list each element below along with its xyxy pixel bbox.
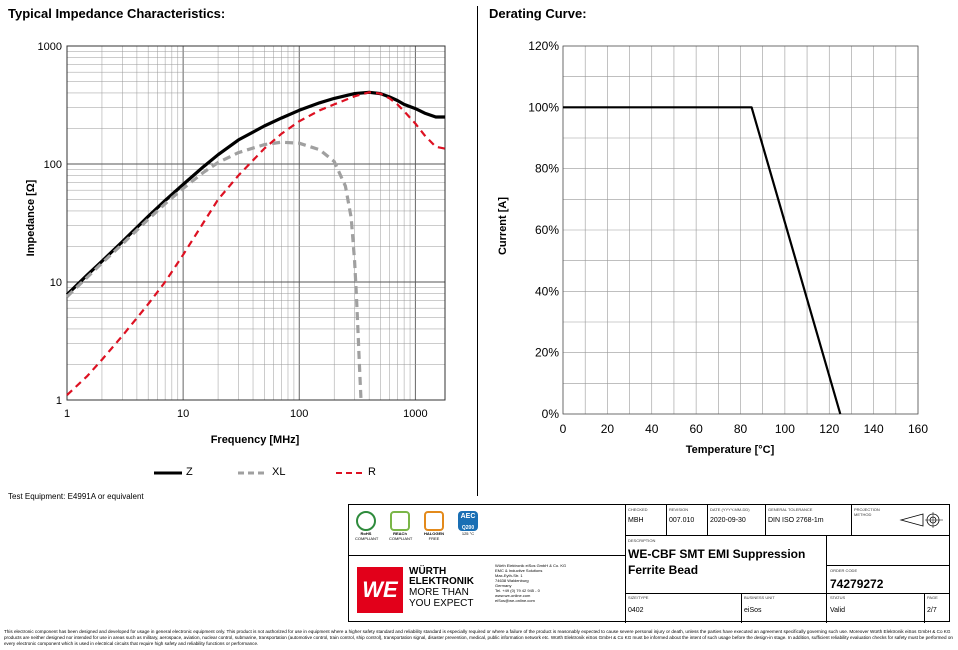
x-tick-label: 140	[864, 422, 884, 436]
y-tick-label: 80%	[535, 162, 559, 176]
y-tick-label: 40%	[535, 284, 559, 298]
rohs-icon	[356, 511, 376, 531]
y-tick-label: 0%	[542, 407, 560, 421]
checked-value: MBH	[628, 517, 644, 524]
x-tick-label: 160	[908, 422, 928, 436]
flame-icon	[424, 511, 444, 531]
logo-line-3: MORE THAN	[409, 587, 469, 598]
y-tick-label: 10	[50, 277, 62, 289]
company-address: Würth Elektronik eiSos GmbH & Co. KG EMC…	[495, 563, 567, 603]
x-tick-label: 80	[734, 422, 748, 436]
business-unit-value: eiSos	[744, 607, 762, 614]
x-tick-label: 100	[290, 408, 308, 420]
revision-value: 007.010	[669, 517, 695, 524]
projection-symbol-icon	[899, 512, 943, 528]
y-tick-label: 1000	[38, 41, 62, 53]
tolerance-value: DIN ISO 2768-1m	[768, 517, 824, 524]
description-label: DESCRIPTION	[628, 538, 656, 543]
description-line-1: WE-CBF SMT EMI Suppression	[628, 547, 806, 561]
rohs-label: RoHS	[360, 531, 372, 536]
rohs-badge: RoHS COMPLIANT	[355, 511, 379, 551]
y-tick-label: 60%	[535, 223, 559, 237]
reach-icon	[390, 511, 410, 531]
compliance-badges: RoHS COMPLIANT REACh COMPLIANT HALOGEN F…	[355, 511, 611, 553]
plot-frame	[66, 45, 446, 401]
page-label: PAGE	[927, 595, 938, 600]
x-tick-label: 1000	[403, 408, 427, 420]
description-line-2: Ferrite Bead	[628, 563, 699, 577]
series-r-line	[66, 91, 446, 396]
revision-label: REVISION	[669, 507, 689, 512]
halogen-label: HALOGEN	[424, 531, 444, 536]
projection-label: PROJECTION METHOD	[854, 507, 880, 517]
x-tick-label: 0	[560, 422, 567, 436]
size-label: SIZE/TYPE	[628, 595, 649, 600]
derating-ylabel: Current [A]	[497, 196, 509, 256]
reach-badge: REACh COMPLIANT	[389, 511, 413, 551]
y-tick-label: 100	[44, 159, 62, 171]
order-code-value: 74279272	[830, 577, 884, 591]
rohs-sub: COMPLIANT	[355, 536, 379, 541]
x-tick-label: 60	[689, 422, 703, 436]
disclaimer: This electronic component has been desig…	[4, 629, 953, 646]
section-divider	[477, 6, 478, 496]
size-value: 0402	[628, 607, 644, 614]
aec-badge: AEC Q200 125 °C	[457, 511, 479, 551]
business-unit-label: BUSINESS UNIT	[744, 595, 775, 600]
logo-line-2: ELEKTRONIK	[409, 576, 474, 587]
x-tick-label: 1	[64, 408, 70, 420]
derating-line	[563, 106, 842, 415]
y-tick-label: 20%	[535, 346, 559, 360]
x-tick-label: 20	[601, 422, 615, 436]
order-code-label: ORDER CODE	[830, 568, 858, 573]
series-xl-line	[65, 140, 363, 401]
x-tick-label: 120	[819, 422, 839, 436]
halogen-badge: HALOGEN FREE	[423, 511, 445, 551]
x-tick-label: 100	[775, 422, 795, 436]
status-label: STATUS	[830, 595, 846, 600]
impedance-xlabel: Frequency [MHz]	[210, 434, 300, 446]
we-logo-mark: WE	[357, 567, 403, 613]
test-equipment-note: Test Equipment: E4991A or equivalent	[8, 492, 144, 501]
date-label: DATE (YYYY-MM-DD)	[710, 507, 750, 512]
logo-line-1: WÜRTH	[409, 566, 447, 577]
reach-sub: COMPLIANT	[389, 536, 413, 541]
y-tick-label: 100%	[528, 100, 559, 114]
reach-label: REACh	[393, 531, 407, 536]
checked-label: CHECKED	[628, 507, 648, 512]
impedance-legend	[154, 471, 364, 475]
y-tick-label: 120%	[528, 39, 559, 53]
y-tick-label: 1	[56, 395, 62, 407]
derating-chart: 0 20 40 60 80 100 120 140 160 120% 100% 80% 60% 40% 20…	[528, 39, 928, 436]
impedance-section-title: Typical Impedance Characteristics:	[8, 6, 226, 21]
legend-label-xl: XL	[272, 466, 286, 478]
legend-label-z: Z	[186, 466, 193, 478]
halogen-sub: FREE	[428, 536, 440, 541]
plot-frame	[562, 45, 919, 415]
tolerance-label: GENERAL TOLERANCE	[768, 507, 813, 512]
date-value: 2020-09-30	[710, 517, 746, 524]
status-value: Valid	[830, 607, 846, 614]
aec-icon: AEC Q200	[458, 511, 478, 531]
derating-section-title: Derating Curve:	[489, 6, 587, 21]
title-block: RoHS COMPLIANT REACh COMPLIANT HALOGEN F…	[348, 504, 950, 623]
x-tick-label: 10	[177, 408, 189, 420]
aec-temp: 125 °C	[461, 531, 475, 536]
impedance-ylabel: Impedance [Ω]	[25, 179, 37, 257]
x-tick-label: 40	[645, 422, 659, 436]
logo-line-4: YOU EXPECT	[409, 598, 474, 609]
company-logo-text: WÜRTH ELEKTRONIK MORE THAN YOU EXPECT	[409, 566, 493, 610]
series-z-line	[65, 90, 445, 296]
legend-label-r: R	[368, 466, 376, 478]
impedance-chart: 1 10 100 1000 1000 100 10 1	[38, 41, 446, 420]
derating-xlabel: Temperature [°C]	[685, 444, 775, 456]
page-value: 2/7	[927, 607, 937, 614]
